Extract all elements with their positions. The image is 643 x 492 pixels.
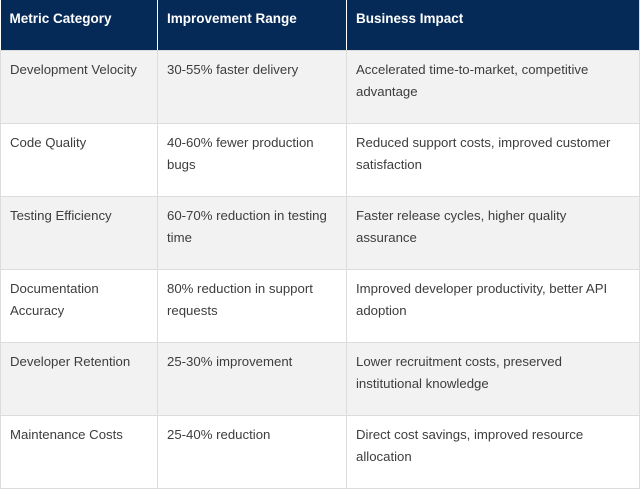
cell-improvement-range: 25-30% improvement [157, 341, 347, 416]
cell-improvement-range: 30-55% faster delivery [157, 49, 347, 124]
cell-improvement-range: 60-70% reduction in testing time [157, 195, 347, 270]
table-row: Documentation Accuracy 80% reduction in … [0, 268, 640, 343]
table-row: Development Velocity 30-55% faster deliv… [0, 49, 640, 124]
header-metric-category: Metric Category [0, 0, 158, 51]
header-business-impact: Business Impact [346, 0, 640, 51]
cell-improvement-range: 80% reduction in support requests [157, 268, 347, 343]
cell-metric-category: Maintenance Costs [0, 414, 158, 489]
cell-metric-category: Code Quality [0, 122, 158, 197]
table-row: Testing Efficiency 60-70% reduction in t… [0, 195, 640, 270]
cell-metric-category: Documentation Accuracy [0, 268, 158, 343]
header-row: Metric Category Improvement Range Busine… [0, 0, 640, 51]
cell-business-impact: Direct cost savings, improved resource a… [346, 414, 640, 489]
table-header: Metric Category Improvement Range Busine… [0, 0, 640, 51]
cell-business-impact: Improved developer productivity, better … [346, 268, 640, 343]
cell-improvement-range: 25-40% reduction [157, 414, 347, 489]
cell-business-impact: Accelerated time-to-market, competitive … [346, 49, 640, 124]
cell-metric-category: Development Velocity [0, 49, 158, 124]
table-row: Developer Retention 25-30% improvement L… [0, 341, 640, 416]
cell-improvement-range: 40-60% fewer production bugs [157, 122, 347, 197]
cell-business-impact: Faster release cycles, higher quality as… [346, 195, 640, 270]
table-row: Code Quality 40-60% fewer production bug… [0, 122, 640, 197]
cell-metric-category: Testing Efficiency [0, 195, 158, 270]
table-body: Development Velocity 30-55% faster deliv… [0, 49, 640, 489]
cell-metric-category: Developer Retention [0, 341, 158, 416]
cell-business-impact: Lower recruitment costs, preserved insti… [346, 341, 640, 416]
cell-business-impact: Reduced support costs, improved customer… [346, 122, 640, 197]
header-improvement-range: Improvement Range [157, 0, 347, 51]
table-row: Maintenance Costs 25-40% reduction Direc… [0, 414, 640, 489]
